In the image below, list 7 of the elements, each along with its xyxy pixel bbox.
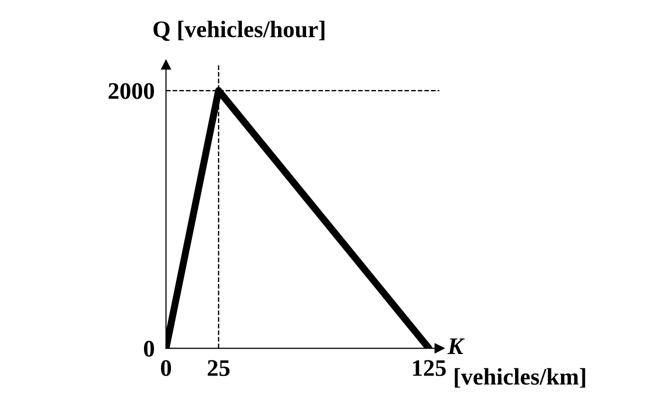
y-tick-label: 2000 bbox=[108, 83, 154, 99]
x-tick-label: 25 bbox=[208, 360, 230, 376]
x-tick-label: 125 bbox=[413, 360, 446, 376]
y-axis-title: Q [vehicles/hour] bbox=[153, 20, 324, 41]
x-tick-label: 0 bbox=[161, 360, 172, 376]
text: [vehicles/km] bbox=[454, 368, 586, 388]
x-axis-title: K bbox=[447, 338, 465, 354]
